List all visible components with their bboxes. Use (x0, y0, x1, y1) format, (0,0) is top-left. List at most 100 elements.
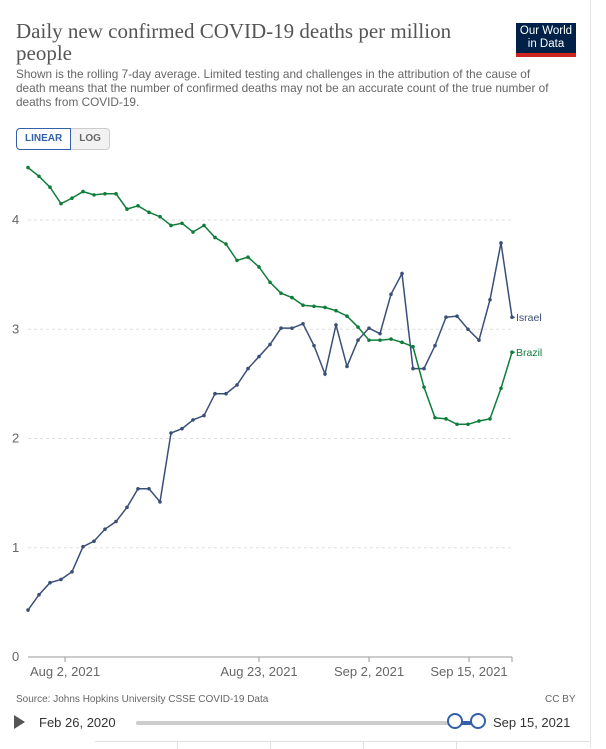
data-point-brazil (136, 203, 140, 208)
data-point-brazil (488, 417, 492, 421)
data-point-brazil (378, 338, 382, 342)
data-point-brazil (477, 419, 481, 423)
data-point-israel (246, 366, 250, 371)
source-note[interactable]: Source: Johns Hopkins University CSSE CO… (16, 694, 269, 705)
data-point-brazil (235, 258, 239, 263)
timeline-start-handle[interactable] (447, 713, 463, 729)
data-point-israel (70, 569, 74, 574)
data-point-israel (180, 426, 184, 431)
data-point-brazil (48, 185, 52, 190)
data-point-israel (103, 527, 107, 531)
timeline-end-handle[interactable] (470, 713, 486, 729)
data-point-israel (48, 580, 52, 585)
chart-subtitle: Shown is the rolling 7-day average. Limi… (16, 67, 549, 109)
data-point-israel (356, 338, 360, 342)
data-point-brazil (455, 422, 459, 427)
series-line-brazil (27, 166, 513, 426)
data-point-israel (367, 326, 371, 330)
tab-divider (177, 742, 178, 749)
data-point-israel (169, 431, 173, 435)
data-point-brazil (169, 223, 173, 228)
data-point-brazil (301, 303, 305, 308)
data-point-brazil (224, 242, 228, 246)
data-point-israel (26, 608, 30, 612)
data-point-israel (235, 383, 239, 387)
data-point-israel (191, 418, 195, 422)
x-tick-label: Sep 15, 2021 (430, 664, 507, 679)
tab-divider (456, 742, 457, 749)
logo-line-2: in Data (527, 38, 565, 50)
data-point-brazil (323, 305, 327, 310)
data-point-brazil (312, 304, 316, 309)
data-point-israel (312, 343, 316, 348)
data-point-israel (290, 326, 294, 330)
data-point-israel (213, 391, 217, 396)
chart-title: Daily new confirmed COVID-19 deaths per … (16, 19, 452, 65)
data-point-israel (301, 321, 305, 326)
data-point-brazil (290, 295, 294, 300)
series-line-israel (27, 242, 513, 611)
data-point-israel (499, 241, 503, 245)
data-point-brazil (125, 207, 129, 211)
data-point-israel (147, 486, 151, 491)
data-point-brazil (246, 255, 250, 259)
line-chart[interactable]: 0 1 2 3 4 Aug 2, 2021 Aug 23, 2021 Sep 2, 2021 S… (0, 150, 590, 685)
data-point-brazil (202, 223, 206, 228)
data-point-israel (125, 505, 129, 510)
data-point-israel (334, 323, 338, 327)
timeline-selected-range (457, 721, 479, 725)
data-point-israel (477, 338, 481, 342)
data-point-brazil (356, 325, 360, 329)
data-point-brazil (400, 340, 404, 345)
data-point-israel (345, 364, 349, 369)
data-point-brazil (180, 221, 184, 226)
play-icon[interactable] (14, 715, 25, 729)
data-point-brazil (389, 337, 393, 341)
data-point-israel (114, 519, 118, 524)
log-scale-button[interactable]: LOG (71, 128, 110, 150)
logo-line-1: Our World (519, 25, 573, 37)
data-point-israel (400, 271, 404, 276)
data-point-israel (488, 297, 492, 302)
data-point-brazil (37, 174, 41, 179)
data-point-brazil (213, 235, 217, 240)
data-point-israel (323, 372, 327, 376)
data-point-israel (92, 539, 96, 543)
data-point-israel (444, 315, 448, 320)
y-tick-label: 3 (12, 321, 19, 336)
owid-logo[interactable]: Our World in Data (516, 23, 576, 57)
data-point-israel (378, 331, 382, 336)
data-point-israel (466, 327, 470, 332)
y-tick-label: 1 (12, 540, 19, 555)
data-point-brazil (81, 189, 85, 194)
y-tick-label: 4 (12, 212, 19, 227)
data-point-brazil (268, 280, 272, 285)
data-point-israel (422, 366, 426, 371)
x-tick-label: Aug 2, 2021 (30, 664, 100, 679)
data-point-brazil (191, 230, 195, 234)
data-point-israel (433, 343, 437, 348)
data-point-israel (37, 592, 41, 597)
data-point-israel (158, 500, 162, 504)
x-tick-label: Sep 2, 2021 (334, 664, 404, 679)
y-tick-label: 2 (12, 431, 19, 446)
series-label-brazil: Brazil (516, 347, 542, 359)
series-label-israel: Israel (516, 312, 542, 324)
data-point-brazil (345, 314, 349, 318)
data-point-brazil (70, 196, 74, 200)
timeline-start-date: Feb 26, 2020 (39, 715, 116, 730)
data-point-brazil (147, 210, 151, 215)
license-link[interactable]: CC BY (545, 694, 576, 705)
data-point-israel (224, 391, 228, 396)
bottom-tab-bar (95, 741, 590, 749)
linear-scale-button[interactable]: LINEAR (16, 128, 72, 150)
data-point-israel (268, 342, 272, 347)
data-point-brazil (114, 191, 118, 196)
data-point-brazil (433, 415, 437, 420)
data-point-israel (81, 544, 85, 549)
tab-divider (270, 742, 271, 749)
timeline-track[interactable] (136, 721, 476, 725)
data-point-brazil (279, 291, 283, 295)
data-point-brazil (466, 422, 470, 427)
data-point-brazil (411, 344, 415, 349)
